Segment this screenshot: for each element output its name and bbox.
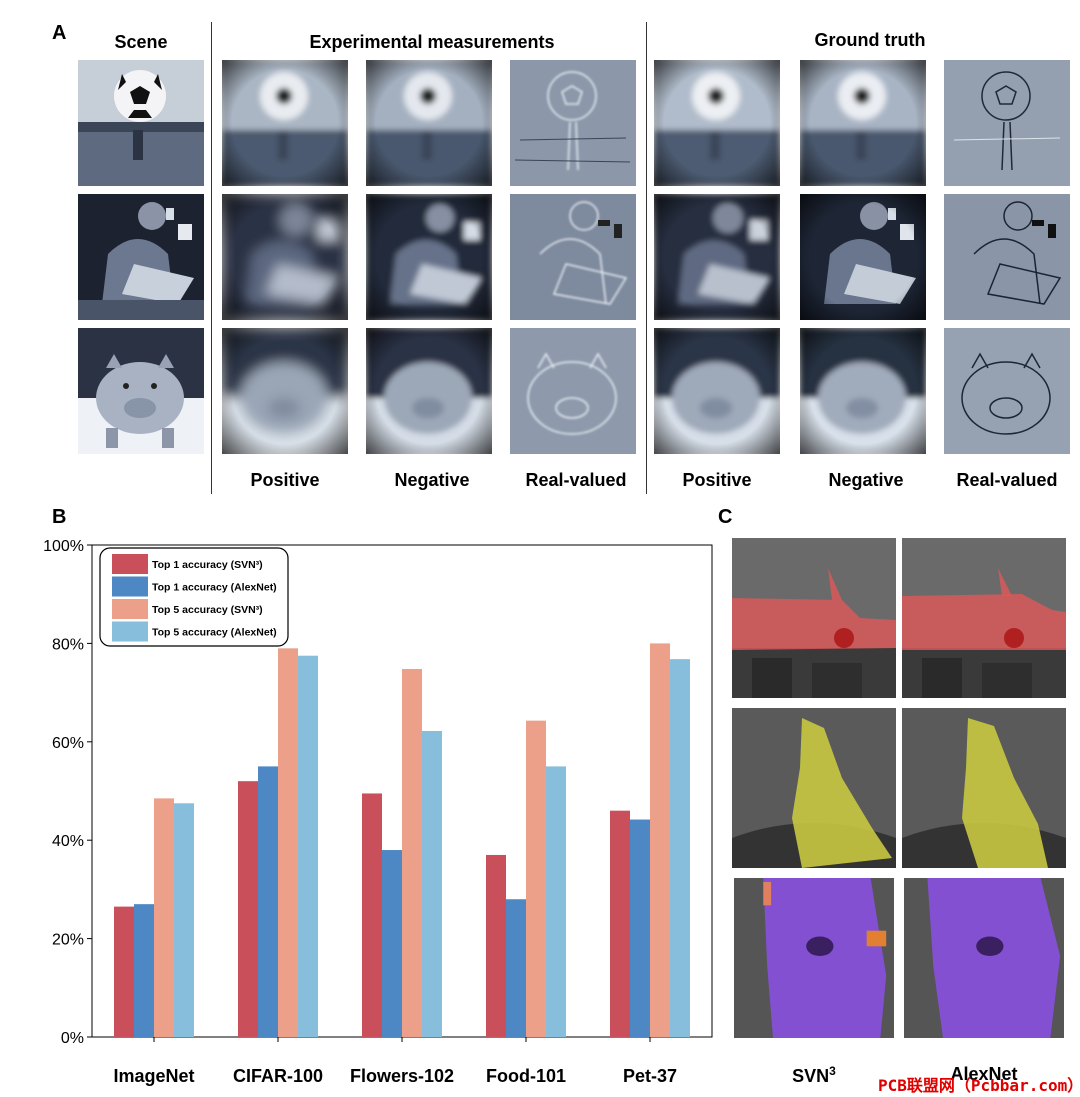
scene-header: Scene — [114, 32, 168, 52]
legend-label: Top 5 accuracy (SVN³) — [152, 604, 263, 616]
y-tick-label: 20% — [52, 932, 84, 949]
y-tick-label: 40% — [52, 833, 84, 850]
seg-alexnet-dog-image — [902, 878, 1066, 1038]
bar — [670, 659, 690, 1037]
bar — [238, 781, 258, 1037]
bar — [278, 648, 298, 1037]
legend-label: Top 1 accuracy (SVN³) — [152, 559, 263, 571]
bar — [526, 720, 546, 1037]
exp-positive-piggy-image — [222, 328, 348, 454]
gt-real-valued-soccer-image — [944, 60, 1070, 186]
legend-label: Top 5 accuracy (AlexNet) — [152, 627, 277, 639]
gt-positive-piggy-image — [654, 328, 780, 454]
watermark-text: PCB联盟网（Pcbbar.com） — [878, 1076, 1080, 1095]
seg-alexnet-airplane-image — [902, 538, 1066, 698]
y-tick-label: 60% — [52, 735, 84, 752]
svn-label-text: SVN — [792, 1066, 830, 1086]
col-label-gt-negative: Negative — [828, 470, 904, 490]
panel-c-letter: C — [718, 506, 733, 528]
exp-real-valued-man-image — [510, 194, 636, 320]
gt-positive-man-image — [654, 194, 780, 320]
gt-positive-soccer-image — [654, 60, 780, 186]
x-tick-label: CIFAR-100 — [233, 1066, 323, 1086]
exp-real-valued-soccer-image — [510, 60, 636, 186]
exp-negative-piggy-image — [366, 328, 492, 454]
scene-piggy-bank-image — [78, 328, 204, 454]
gt-real-valued-man-image — [944, 194, 1070, 320]
exp-negative-soccer-image — [366, 60, 492, 186]
divider-line-2 — [646, 22, 647, 494]
legend-label: Top 1 accuracy (AlexNet) — [152, 582, 277, 594]
bar — [298, 655, 318, 1037]
gt-negative-man-image — [800, 194, 926, 320]
experimental-header: Experimental measurements — [309, 32, 555, 52]
scene-soccer-ball-image — [78, 60, 204, 186]
gt-negative-soccer-image — [800, 60, 926, 186]
accuracy-bar-chart: 0% 20% 40% 60% 80% 100% ImageNet CIFAR-100 Flowe… — [43, 538, 713, 1086]
bar — [506, 899, 526, 1037]
x-tick-label: ImageNet — [113, 1066, 194, 1086]
seg-svn-airplane-image — [732, 538, 896, 698]
bar — [114, 906, 134, 1037]
bar — [422, 730, 442, 1037]
scene-man-laptop-image — [78, 194, 204, 320]
col-label-gt-positive: Positive — [682, 470, 752, 490]
bar — [174, 803, 194, 1037]
bar — [650, 643, 670, 1037]
y-tick-label: 100% — [43, 538, 84, 555]
exp-real-valued-piggy-image — [510, 328, 636, 454]
col-label-svn: SVN3 — [732, 1064, 896, 1087]
col-label-alexnet: AlexNet — [950, 1064, 1018, 1084]
col-label-exp-negative: Negative — [394, 470, 470, 490]
panel-b-letter: B — [52, 506, 67, 528]
bar — [382, 850, 402, 1037]
x-tick-label: Food-101 — [486, 1066, 566, 1086]
exp-negative-man-image — [366, 194, 492, 320]
col-label-exp-real-valued: Real-valued — [525, 470, 627, 490]
ground-truth-header: Ground truth — [814, 30, 926, 50]
bar — [362, 793, 382, 1037]
legend-swatch — [112, 576, 148, 597]
seg-svn-dog-image — [732, 878, 896, 1038]
gt-negative-piggy-image — [800, 328, 926, 454]
bar — [486, 854, 506, 1037]
bar — [154, 798, 174, 1037]
legend-swatch — [112, 554, 148, 574]
col-label-gt-real-valued: Real-valued — [956, 470, 1058, 490]
x-tick-label: Pet-37 — [623, 1066, 677, 1086]
bar — [546, 766, 566, 1037]
y-tick-label: 80% — [52, 636, 84, 653]
bar — [134, 904, 154, 1037]
bar — [258, 766, 278, 1037]
seg-svn-bird-image — [732, 708, 896, 868]
bar — [630, 819, 650, 1037]
col-label-exp-positive: Positive — [250, 470, 320, 490]
legend-swatch — [112, 599, 148, 619]
seg-alexnet-bird-image — [902, 708, 1066, 868]
svn-label-superscript: 3 — [829, 1064, 836, 1078]
panel-a-letter: A — [52, 22, 67, 44]
gt-real-valued-piggy-image — [944, 328, 1070, 454]
bar — [402, 668, 422, 1037]
divider-line-1 — [211, 22, 212, 494]
exp-positive-man-image — [222, 194, 348, 320]
exp-positive-soccer-image — [222, 60, 348, 186]
x-tick-label: Flowers-102 — [350, 1066, 454, 1086]
bar — [610, 810, 630, 1037]
y-tick-label: 0% — [61, 1030, 84, 1047]
legend-swatch — [112, 621, 148, 642]
